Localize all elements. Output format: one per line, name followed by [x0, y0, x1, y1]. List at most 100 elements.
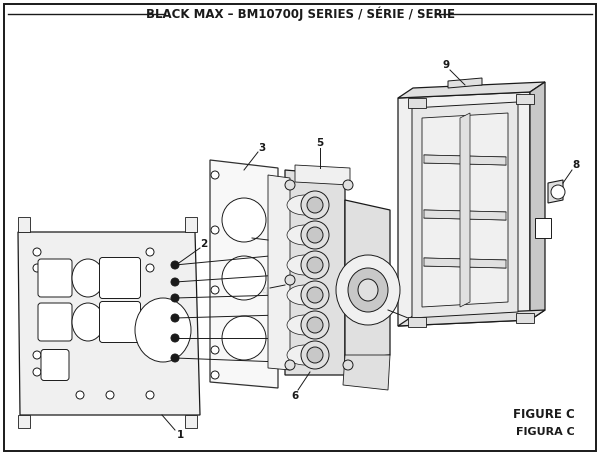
Bar — [516, 313, 534, 323]
Text: 3: 3 — [259, 143, 266, 153]
FancyBboxPatch shape — [4, 4, 596, 451]
Bar — [516, 94, 534, 104]
Ellipse shape — [301, 251, 329, 279]
Polygon shape — [424, 258, 506, 268]
Polygon shape — [460, 113, 470, 307]
Ellipse shape — [171, 294, 179, 302]
Ellipse shape — [287, 255, 323, 275]
Polygon shape — [424, 155, 506, 165]
Polygon shape — [448, 78, 482, 88]
Bar — [408, 98, 426, 108]
Ellipse shape — [301, 191, 329, 219]
Polygon shape — [185, 217, 197, 232]
Ellipse shape — [171, 314, 179, 322]
Ellipse shape — [211, 171, 219, 179]
Polygon shape — [210, 160, 278, 388]
FancyBboxPatch shape — [41, 349, 69, 380]
Polygon shape — [398, 82, 545, 98]
Polygon shape — [185, 415, 197, 428]
Ellipse shape — [76, 391, 84, 399]
Text: 9: 9 — [442, 60, 449, 70]
Ellipse shape — [285, 180, 295, 190]
Ellipse shape — [146, 248, 154, 256]
Ellipse shape — [33, 351, 41, 359]
Polygon shape — [530, 82, 545, 320]
Ellipse shape — [307, 347, 323, 363]
Polygon shape — [398, 310, 545, 326]
Text: 5: 5 — [316, 138, 323, 148]
Polygon shape — [295, 165, 350, 185]
Text: 8: 8 — [572, 160, 580, 170]
Ellipse shape — [343, 180, 353, 190]
Ellipse shape — [33, 368, 41, 376]
Ellipse shape — [146, 264, 154, 272]
Ellipse shape — [348, 268, 388, 312]
Ellipse shape — [287, 195, 323, 215]
Polygon shape — [18, 415, 30, 428]
Ellipse shape — [72, 259, 104, 297]
Ellipse shape — [301, 281, 329, 309]
Ellipse shape — [358, 279, 378, 301]
Ellipse shape — [336, 255, 400, 325]
Ellipse shape — [301, 311, 329, 339]
Ellipse shape — [287, 225, 323, 245]
FancyBboxPatch shape — [100, 302, 140, 343]
Text: 5: 5 — [244, 231, 251, 241]
Text: 6: 6 — [292, 391, 299, 401]
Text: 1: 1 — [176, 430, 184, 440]
FancyBboxPatch shape — [100, 258, 140, 298]
Ellipse shape — [307, 287, 323, 303]
Ellipse shape — [301, 341, 329, 369]
Ellipse shape — [307, 227, 323, 243]
FancyBboxPatch shape — [38, 303, 72, 341]
Polygon shape — [398, 92, 530, 326]
Ellipse shape — [171, 354, 179, 362]
Ellipse shape — [287, 285, 323, 305]
Text: 4: 4 — [262, 287, 269, 297]
Ellipse shape — [211, 346, 219, 354]
Text: BLACK MAX – BM10700J SERIES / SÉRIE / SERIE: BLACK MAX – BM10700J SERIES / SÉRIE / SE… — [146, 7, 455, 21]
Polygon shape — [18, 217, 30, 232]
Ellipse shape — [285, 275, 295, 285]
Polygon shape — [345, 200, 390, 360]
Bar — [408, 317, 426, 327]
Ellipse shape — [171, 278, 179, 286]
Ellipse shape — [211, 286, 219, 294]
Ellipse shape — [211, 371, 219, 379]
Polygon shape — [285, 170, 345, 375]
Text: FIGURE C: FIGURE C — [513, 409, 575, 421]
Ellipse shape — [301, 221, 329, 249]
Ellipse shape — [551, 185, 565, 199]
Ellipse shape — [222, 316, 266, 360]
Polygon shape — [18, 232, 200, 415]
Ellipse shape — [211, 226, 219, 234]
Ellipse shape — [285, 360, 295, 370]
FancyBboxPatch shape — [38, 259, 72, 297]
Ellipse shape — [33, 248, 41, 256]
Ellipse shape — [287, 345, 323, 365]
Polygon shape — [412, 102, 518, 318]
Ellipse shape — [222, 256, 266, 300]
Ellipse shape — [307, 257, 323, 273]
Ellipse shape — [287, 315, 323, 335]
Ellipse shape — [135, 298, 191, 362]
Ellipse shape — [72, 303, 104, 341]
Ellipse shape — [33, 264, 41, 272]
Polygon shape — [548, 180, 563, 203]
Ellipse shape — [307, 197, 323, 213]
Ellipse shape — [146, 391, 154, 399]
Polygon shape — [424, 210, 506, 220]
Text: FIGURA C: FIGURA C — [516, 427, 575, 437]
Text: 7: 7 — [412, 315, 419, 325]
Bar — [535, 218, 551, 238]
Ellipse shape — [343, 360, 353, 370]
Ellipse shape — [222, 198, 266, 242]
Ellipse shape — [171, 334, 179, 342]
Ellipse shape — [171, 261, 179, 269]
Ellipse shape — [106, 391, 114, 399]
Polygon shape — [268, 175, 290, 370]
Polygon shape — [422, 113, 508, 307]
Polygon shape — [343, 355, 390, 390]
Text: 2: 2 — [200, 239, 208, 249]
Ellipse shape — [307, 317, 323, 333]
